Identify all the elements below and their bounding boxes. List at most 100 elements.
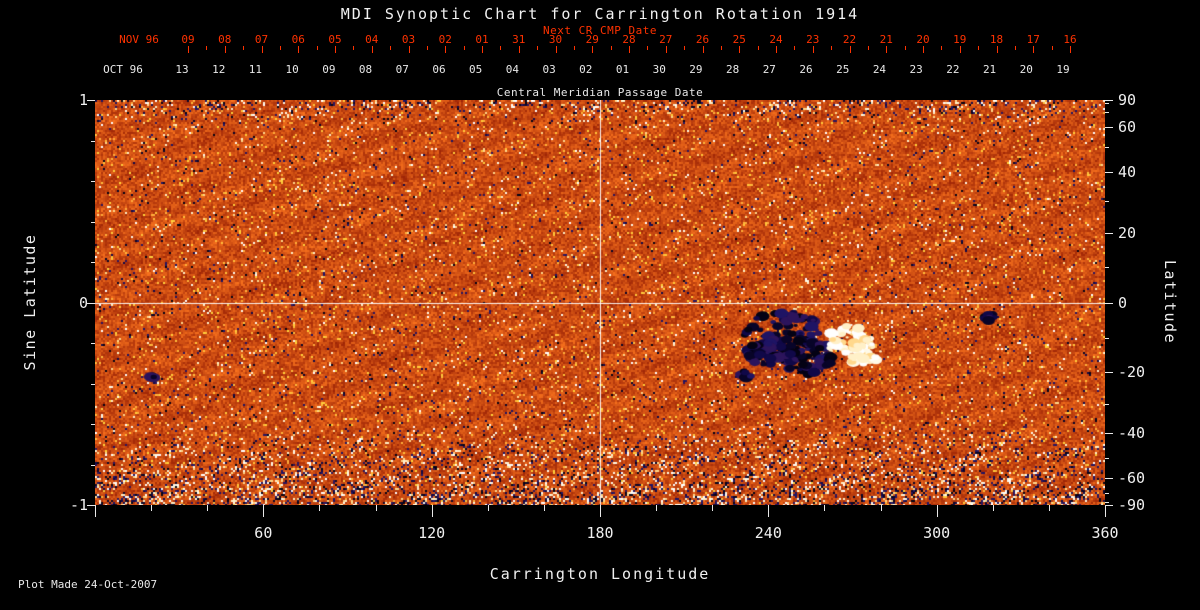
sine-latitude-tick (87, 100, 95, 101)
top-axis-day-label: 06 (291, 33, 305, 46)
top-axis-tick (629, 46, 630, 53)
top-axis-minor-tick (206, 46, 208, 50)
sine-latitude-tick-label: 0 (78, 293, 88, 312)
longitude-minor-tick (151, 505, 153, 511)
top-axis-tick (188, 46, 189, 53)
next-cr-cmp-date-label: Next CR CMP Date (543, 24, 657, 37)
cmp-axis-day-label: 12 (212, 63, 226, 76)
cmp-axis-day-label: 03 (542, 63, 556, 76)
latitude-tick-label: 0 (1118, 293, 1128, 312)
latitude-minor-tick (1105, 201, 1109, 203)
top-axis-day-label: 03 (401, 33, 416, 46)
latitude-minor-tick (1105, 337, 1109, 339)
top-axis-day-label: 05 (328, 33, 342, 46)
cmp-axis-day-label: 28 (725, 63, 740, 76)
cmp-axis-day-label: 11 (248, 63, 263, 76)
cmp-axis-day-label: 07 (395, 63, 409, 76)
cmp-axis-day-label: 01 (615, 63, 630, 76)
top-axis-tick (776, 46, 777, 53)
top-axis-tick (592, 46, 594, 53)
cmp-axis-day-label: 19 (1056, 63, 1070, 76)
top-axis-minor-tick (316, 46, 318, 50)
top-axis-minor-tick (794, 46, 796, 50)
sine-latitude-tick (87, 505, 95, 506)
top-axis-tick (482, 46, 483, 53)
top-axis-day-label: 23 (806, 33, 820, 46)
top-axis-minor-tick (757, 46, 759, 50)
sine-latitude-tick-label: -1 (69, 496, 88, 514)
longitude-minor-tick (712, 505, 714, 511)
latitude-tick (1105, 432, 1113, 434)
top-axis-minor-tick (500, 46, 502, 50)
sine-latitude-minor-tick (91, 221, 95, 223)
top-axis-day-label: 02 (438, 33, 452, 46)
sine-latitude-tick (87, 302, 95, 304)
longitude-minor-tick (207, 505, 209, 511)
top-axis-day-label: 21 (879, 33, 893, 46)
top-axis-day-label: 09 (181, 33, 195, 46)
sine-latitude-minor-tick (91, 262, 95, 263)
top-axis-minor-tick (390, 46, 392, 50)
longitude-minor-tick (656, 505, 658, 511)
top-axis-minor-tick (904, 46, 906, 50)
y-axis-left-title: Sine Latitude (21, 233, 39, 371)
central-meridian-passage-label: Central Meridian Passage Date (496, 86, 704, 99)
top-axis-tick (702, 46, 704, 53)
latitude-tick (1105, 233, 1113, 235)
longitude-tick-label: 60 (254, 524, 273, 542)
latitude-minor-tick (1105, 457, 1109, 459)
top-axis-day-label: 18 (989, 33, 1004, 46)
top-axis-minor-tick (463, 46, 465, 50)
top-axis-tick (261, 46, 263, 53)
latitude-tick (1105, 127, 1113, 129)
top-axis-tick (959, 46, 961, 53)
cmp-axis-day-label: 25 (836, 63, 850, 76)
top-axis-tick (555, 46, 557, 53)
latitude-tick-label: -20 (1118, 362, 1146, 381)
latitude-minor-tick (1105, 403, 1109, 405)
top-axis-day-label: 31 (512, 33, 526, 46)
top-axis-minor-tick (353, 46, 355, 50)
cmp-axis-day-label: 02 (579, 63, 593, 76)
cmp-axis-day-label: 23 (909, 63, 923, 76)
longitude-minor-tick (375, 505, 377, 511)
top-axis-minor-tick (1051, 46, 1053, 50)
top-axis-minor-tick (720, 46, 722, 50)
top-axis-minor-tick (426, 46, 428, 50)
latitude-minor-tick (1105, 492, 1109, 494)
top-axis-day-label: 19 (953, 33, 967, 46)
longitude-tick (600, 505, 601, 517)
longitude-tick (263, 505, 265, 517)
top-axis-tick (923, 46, 924, 53)
sine-latitude-minor-tick (91, 343, 95, 344)
latitude-minor-tick (1105, 147, 1109, 149)
latitude-tick (1105, 100, 1113, 101)
top-axis-day-label: 04 (365, 33, 379, 46)
top-axis-month-label: NOV 96 (119, 33, 159, 46)
latitude-tick-label: -90 (1118, 496, 1146, 514)
latitude-tick-label: 60 (1118, 118, 1137, 137)
latitude-minor-tick (1105, 501, 1109, 503)
sine-latitude-minor-tick (91, 140, 95, 142)
cmp-axis-day-label: 06 (432, 63, 446, 76)
latitude-tick (1105, 371, 1113, 373)
top-axis-minor-tick (1014, 46, 1016, 50)
top-axis-day-label: 01 (475, 33, 489, 46)
magnetogram-heatmap (95, 100, 1105, 505)
longitude-tick-label: 120 (418, 524, 446, 542)
latitude-tick-label: 40 (1118, 163, 1137, 182)
cmp-axis-day-label: 30 (652, 63, 666, 76)
sine-latitude-minor-tick (91, 464, 95, 466)
top-axis-minor-tick (647, 46, 649, 50)
top-axis-tick (518, 46, 520, 53)
top-axis-minor-tick (867, 46, 869, 50)
top-axis-tick (996, 46, 998, 53)
latitude-tick (1105, 302, 1113, 304)
latitude-minor-tick (1105, 267, 1109, 269)
longitude-minor-tick (1048, 505, 1050, 511)
longitude-tick-label: 300 (923, 524, 951, 542)
top-axis-tick (224, 46, 226, 53)
top-axis-tick (298, 46, 300, 53)
top-axis-day-label: 30 (548, 33, 563, 46)
